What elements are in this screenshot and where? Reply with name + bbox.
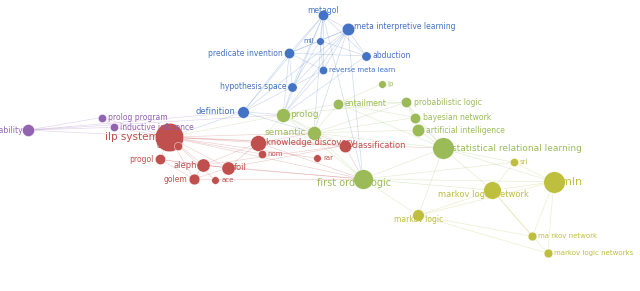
Text: markov logic network: markov logic network xyxy=(438,190,529,199)
Text: semantic: semantic xyxy=(265,128,307,137)
Text: reverse meta learn: reverse meta learn xyxy=(329,67,396,73)
Point xyxy=(238,110,248,114)
Point xyxy=(413,128,424,132)
Point xyxy=(164,135,174,139)
Text: progol: progol xyxy=(129,155,154,164)
Text: first order logic: first order logic xyxy=(317,178,391,188)
Text: markov logic networks: markov logic networks xyxy=(554,250,633,256)
Text: aleph: aleph xyxy=(173,161,197,170)
Text: foil: foil xyxy=(234,163,247,172)
Text: lp: lp xyxy=(388,81,394,87)
Text: prolog program: prolog program xyxy=(108,113,167,122)
Text: predicate invention: predicate invention xyxy=(209,49,283,58)
Point xyxy=(509,160,519,165)
Text: definition: definition xyxy=(196,107,236,116)
Point xyxy=(318,13,328,18)
Text: golem: golem xyxy=(164,175,188,184)
Text: statistical relational learning: statistical relational learning xyxy=(452,144,582,153)
Point xyxy=(189,177,199,181)
Point xyxy=(410,115,420,120)
Text: ilp system: ilp system xyxy=(104,132,158,142)
Point xyxy=(308,131,319,135)
Point xyxy=(401,100,412,104)
Point xyxy=(211,178,221,183)
Text: hypothesis space: hypothesis space xyxy=(220,82,286,91)
Text: srl: srl xyxy=(520,159,529,165)
Point xyxy=(376,81,387,86)
Point xyxy=(22,128,33,132)
Point xyxy=(487,188,497,193)
Point xyxy=(284,51,294,56)
Text: metagol: metagol xyxy=(307,6,339,15)
Text: ace: ace xyxy=(221,178,234,184)
Text: mil: mil xyxy=(303,38,314,44)
Text: tilde: tilde xyxy=(157,143,172,148)
Point xyxy=(253,140,264,145)
Point xyxy=(155,157,165,162)
Text: learnability: learnability xyxy=(0,126,23,135)
Point xyxy=(548,180,559,184)
Text: bayesian network: bayesian network xyxy=(423,113,491,122)
Point xyxy=(287,84,298,89)
Point xyxy=(312,156,322,160)
Point xyxy=(527,234,538,239)
Text: markov logic: markov logic xyxy=(394,215,443,224)
Point xyxy=(339,143,349,148)
Text: meta interpretive learning: meta interpretive learning xyxy=(354,22,455,31)
Point xyxy=(109,125,119,130)
Point xyxy=(223,166,233,170)
Point xyxy=(333,101,344,106)
Text: nom: nom xyxy=(268,151,283,157)
Text: knowledge discovery: knowledge discovery xyxy=(266,138,355,147)
Text: probabilistic logic: probabilistic logic xyxy=(413,97,481,107)
Point xyxy=(315,38,325,43)
Text: ma rkov network: ma rkov network xyxy=(538,233,598,239)
Point xyxy=(342,27,353,32)
Point xyxy=(97,115,107,120)
Text: rar: rar xyxy=(323,155,333,161)
Text: prolog: prolog xyxy=(291,110,319,119)
Point xyxy=(278,112,288,117)
Point xyxy=(543,251,553,255)
Text: abduction: abduction xyxy=(372,52,411,61)
Text: classification: classification xyxy=(352,141,406,150)
Text: artificial intelligence: artificial intelligence xyxy=(426,126,505,135)
Point xyxy=(318,68,328,72)
Point xyxy=(438,146,448,151)
Point xyxy=(413,213,424,218)
Text: inductive inference: inductive inference xyxy=(120,123,194,132)
Text: mln: mln xyxy=(561,177,582,187)
Point xyxy=(358,177,368,181)
Point xyxy=(361,54,371,58)
Text: entailment: entailment xyxy=(344,99,387,108)
Point xyxy=(173,143,184,148)
Point xyxy=(198,163,208,167)
Point xyxy=(257,152,267,156)
